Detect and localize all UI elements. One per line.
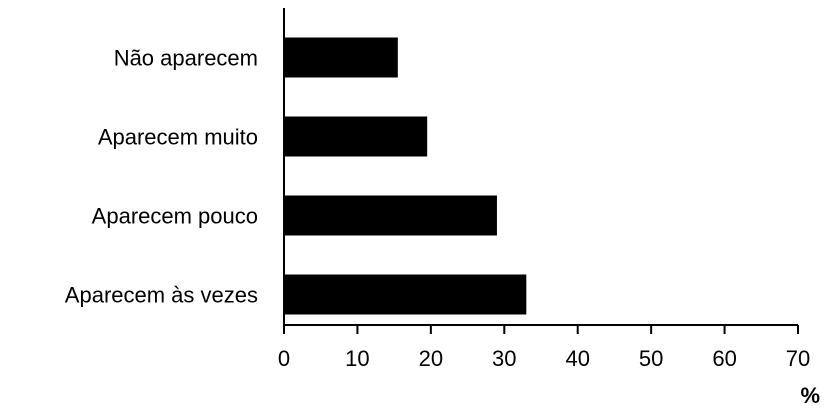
category-label-1: Aparecem muito xyxy=(98,125,258,150)
category-label-0: Não aparecem xyxy=(114,46,258,71)
category-label-2: Aparecem pouco xyxy=(92,204,258,229)
category-labels: Não aparecem Aparecem muito Aparecem pouco… xyxy=(65,46,258,308)
x-tick-label-4: 40 xyxy=(565,346,589,371)
bar-1 xyxy=(284,116,428,157)
bar-2 xyxy=(284,195,497,236)
bar-3 xyxy=(284,274,527,315)
x-tick-label-5: 50 xyxy=(639,346,663,371)
x-axis-ticks: 0 10 20 30 40 50 60 70 xyxy=(278,325,810,371)
bar-0 xyxy=(284,37,398,78)
x-tick-label-6: 60 xyxy=(712,346,736,371)
bars-group xyxy=(284,37,527,315)
x-tick-label-2: 20 xyxy=(419,346,443,371)
category-label-3: Aparecem às vezes xyxy=(65,283,258,308)
x-tick-label-1: 10 xyxy=(345,346,369,371)
x-tick-label-3: 30 xyxy=(492,346,516,371)
x-axis-unit: % xyxy=(800,383,820,408)
x-tick-label-7: 70 xyxy=(786,346,810,371)
x-tick-label-0: 0 xyxy=(278,346,290,371)
